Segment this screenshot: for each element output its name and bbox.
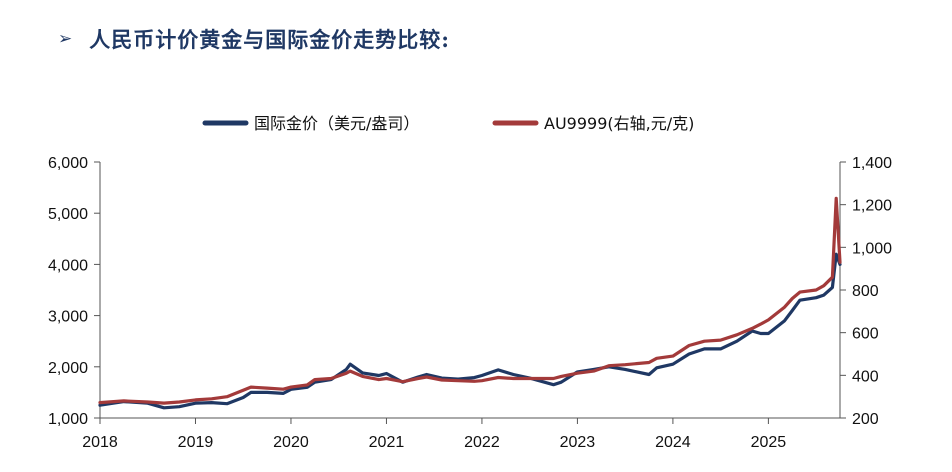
plot-area: [98, 196, 842, 410]
y-axis-left-ticks: 1,000 2,000 3,000 4,000 5,000 6,000: [48, 155, 100, 428]
y-right-tick-label: 600: [852, 326, 879, 343]
y-left-tick-label: 5,000: [48, 206, 88, 223]
section-heading: ➢ 人民币计价黄金与国际金价走势比较:: [58, 22, 450, 56]
y-right-tick-label: 200: [852, 411, 879, 428]
x-tick-label: 2021: [369, 434, 405, 451]
y-right-tick-label: 1,200: [852, 198, 892, 215]
y-left-tick-label: 3,000: [48, 309, 88, 326]
section-heading-text: 人民币计价黄金与国际金价走势比较:: [89, 27, 451, 52]
y-right-tick-label: 1,000: [852, 240, 892, 257]
y-right-tick-label: 800: [852, 283, 879, 300]
y-left-tick-label: 1,000: [48, 411, 88, 428]
y-left-tick-label: 6,000: [48, 155, 88, 172]
arrow-bullet-icon: ➢: [58, 29, 74, 49]
x-tick-label: 2024: [655, 434, 691, 451]
chart-legend: 国际金价（美元/盎司） AU9999(右轴,元/克): [202, 114, 694, 133]
series-line-au9999: [98, 196, 842, 405]
chart-axes: 1,000 2,000 3,000 4,000 5,000 6,000 200 400 600…: [48, 155, 892, 451]
x-tick-label: 2019: [178, 434, 214, 451]
x-tick-label: 2018: [82, 434, 118, 451]
x-tick-label: 2020: [273, 434, 309, 451]
x-tick-label: 2025: [751, 434, 787, 451]
legend-label-gold-usd: 国际金价（美元/盎司）: [254, 114, 419, 133]
y-left-tick-label: 4,000: [48, 257, 88, 274]
y-right-tick-label: 400: [852, 368, 879, 385]
series-line-gold-usd: [98, 252, 842, 410]
y-left-tick-label: 2,000: [48, 360, 88, 377]
y-right-tick-label: 1,400: [852, 155, 892, 172]
x-axis-ticks: 2018 2019 2020 2021 2022 2023 2024 2025: [82, 418, 786, 451]
x-tick-label: 2022: [464, 434, 500, 451]
legend-label-au9999: AU9999(右轴,元/克): [544, 114, 694, 133]
x-tick-label: 2023: [560, 434, 596, 451]
y-axis-right-ticks: 200 400 600 800 1,000 1,200 1,400: [840, 155, 892, 428]
